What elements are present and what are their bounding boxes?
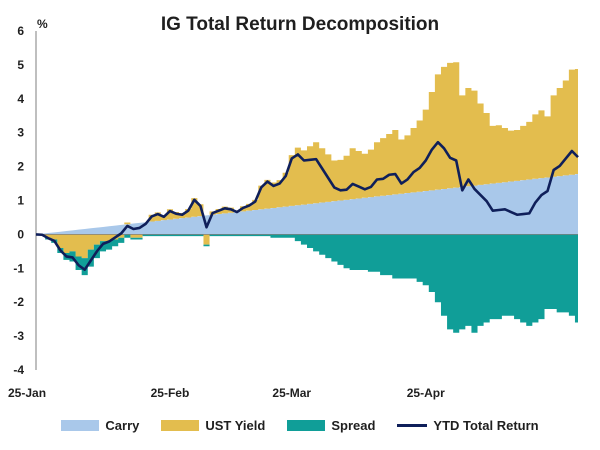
chart-title: IG Total Return Decomposition: [160, 14, 440, 35]
ytd-total-return-line: [35, 140, 579, 271]
legend-item-ust-yield: UST Yield: [161, 418, 265, 433]
x-tick-label: 25-Mar: [272, 386, 311, 400]
chart-plot: 6 5 4 3 2 1 0 -1 -2 -3 -4 25-Jan 25-Feb 25-Mar 25-Apr: [8, 24, 579, 400]
y-tick-label: 5: [17, 58, 24, 72]
y-tick-label: 1: [17, 194, 24, 208]
spread-area: [36, 233, 578, 333]
y-tick-label: -2: [13, 295, 24, 309]
x-tick-label: 25-Apr: [407, 386, 445, 400]
legend-swatch-ytd-total-return: [397, 424, 428, 427]
y-tick-label: 6: [17, 24, 24, 38]
legend-label-ust-yield: UST Yield: [205, 418, 266, 433]
x-tick-label: 25-Jan: [8, 386, 46, 400]
legend-item-carry: Carry: [61, 418, 139, 433]
legend: Carry UST Yield Spread YTD Total Return: [0, 418, 600, 433]
y-axis-unit-label: %: [37, 17, 48, 31]
y-tick-label: -4: [13, 363, 24, 377]
y-tick-label: -1: [13, 261, 24, 275]
legend-swatch-carry: [61, 420, 100, 431]
y-tick-label: -3: [13, 329, 24, 343]
legend-item-spread: Spread: [287, 418, 375, 433]
legend-swatch-ust-yield: [161, 420, 200, 431]
legend-label-ytd-total-return: YTD Total Return: [433, 418, 539, 433]
y-tick-label: 0: [17, 227, 24, 241]
legend-swatch-spread: [287, 420, 326, 431]
y-tick-label: 2: [17, 160, 24, 174]
y-tick-label: 3: [17, 126, 24, 140]
legend-item-ytd-total-return: YTD Total Return: [397, 418, 539, 433]
y-tick-label: 4: [17, 92, 24, 106]
legend-label-carry: Carry: [105, 418, 140, 433]
x-tick-label: 25-Feb: [151, 386, 190, 400]
legend-label-spread: Spread: [331, 418, 376, 433]
